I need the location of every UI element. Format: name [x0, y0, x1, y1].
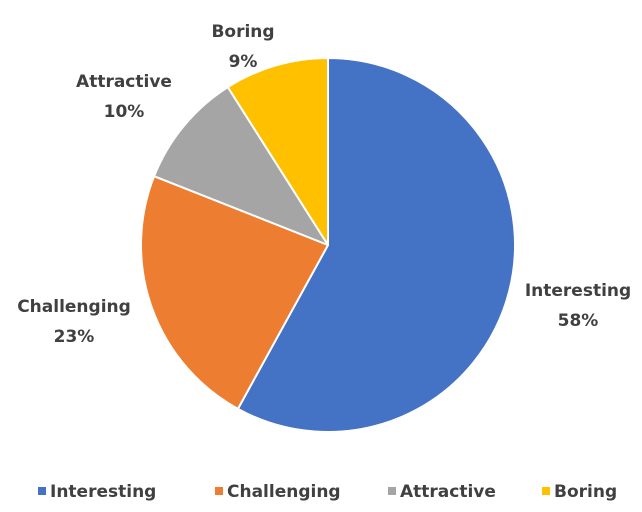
pie-slice-boring [226, 57, 329, 246]
pie-slice-interesting [236, 57, 516, 433]
data-label-value: 58% [558, 311, 599, 331]
pie-data-labels: Interesting 58% Challenging 23% Attractive 10… [17, 22, 631, 347]
pie-slice-attractive [153, 86, 329, 246]
data-label-value: 10% [104, 102, 145, 122]
legend-label-attractive: Attractive [400, 482, 496, 502]
legend-label-boring: Boring [554, 482, 617, 502]
legend-swatch-challenging [215, 487, 223, 495]
data-label-category: Boring [211, 22, 274, 42]
data-label-attractive: Attractive 10% [76, 72, 172, 122]
data-label-value: 23% [54, 327, 95, 347]
legend-item-challenging: Challenging [215, 482, 341, 502]
legend-item-interesting: Interesting [38, 482, 156, 502]
pie-slice-challenging [140, 175, 329, 410]
data-label-interesting: Interesting 58% [525, 281, 631, 331]
legend-swatch-boring [542, 487, 550, 495]
legend-label-interesting: Interesting [50, 482, 156, 502]
data-label-category: Challenging [17, 297, 131, 317]
legend-item-boring: Boring [542, 482, 617, 502]
data-label-category: Interesting [525, 281, 631, 301]
legend-swatch-attractive [388, 487, 396, 495]
data-label-challenging: Challenging 23% [17, 297, 131, 347]
legend-swatch-interesting [38, 487, 46, 495]
data-label-boring: Boring 9% [211, 22, 274, 72]
data-label-value: 9% [229, 52, 258, 72]
legend-label-challenging: Challenging [227, 482, 341, 502]
legend: Interesting Challenging Attractive Boring [38, 482, 617, 502]
legend-item-attractive: Attractive [388, 482, 496, 502]
pie-slices [140, 57, 516, 433]
data-label-category: Attractive [76, 72, 172, 92]
